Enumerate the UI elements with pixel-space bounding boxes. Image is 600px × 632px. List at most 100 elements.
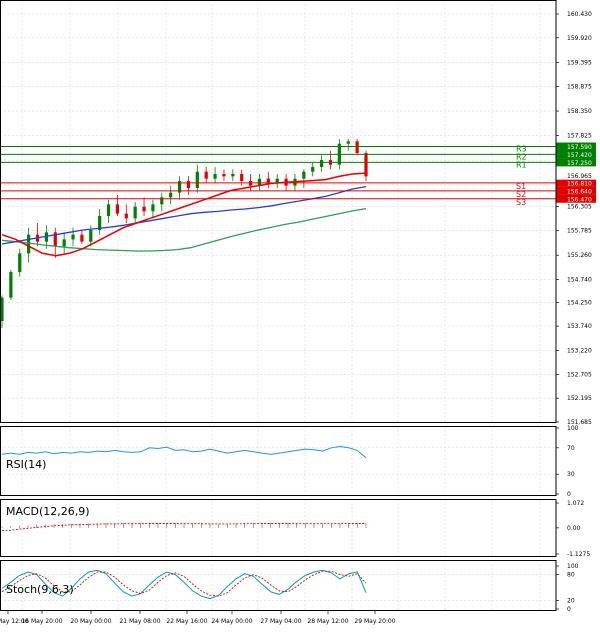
stoch-k-line [1,569,367,600]
macd-panel: MACD(12,26,9) [1,505,367,532]
stoch-d-line [1,570,367,597]
candle-body [80,234,84,242]
level-name-r3: R3 [516,145,527,154]
x-tick-label: 28 May 12:00 [307,618,348,625]
candle-body [320,160,324,168]
x-tick-label: 22 May 16:00 [166,618,207,625]
rsi-line [1,445,367,459]
axes-layer: 160.430 159.920 159.395 158.875 158.350 157.8… [0,11,596,625]
candle-body [311,167,315,172]
x-tick-label: 16 May 12:00 [0,618,29,625]
panel-frames [0,0,557,611]
candle-body [195,171,199,189]
candle-body [302,171,306,179]
y-tick-label: 0 [567,491,571,498]
panel-frame [0,426,557,496]
candle-body [257,178,262,186]
y-tick-label: 80 [567,572,575,579]
y-tick-label: 152.195 [567,395,592,402]
rsi-panel: RSI(14) [1,445,367,471]
candle-body [71,234,75,240]
y-tick-label: 159.920 [567,35,592,42]
grid-layer [0,0,556,611]
panel-frame [0,560,557,611]
level-price-box [556,150,596,159]
panel-frame [0,499,557,557]
level-price-box [556,178,596,187]
current-price-label: 156.965 [567,173,592,180]
level-name-s1: S1 [516,182,526,191]
stoch-panel: Stoch(9,6,3) [1,569,367,600]
y-tick-label: 30 [567,471,575,478]
candle-body [266,178,270,184]
y-tick-label: 100 [567,425,579,432]
y-tick-label: 20 [567,597,575,604]
current-price-box [556,171,596,180]
candle-body [9,272,13,298]
level-price-label: 157.420 [567,152,592,159]
candle-body [124,213,128,219]
level-price-box [556,194,596,203]
x-tick-label: 16 May 20:00 [21,618,62,625]
ma-green-line [1,207,367,252]
x-tick-label: 20 May 00:00 [70,618,111,625]
candle-body [275,178,279,184]
level-price-box [556,142,596,151]
y-tick-label: 70 [567,445,575,452]
y-tick-label: 152.705 [567,371,592,378]
candle-body [62,239,66,247]
level-price-box [556,158,596,167]
y-tick-label: 154.740 [567,276,592,283]
x-tick-label: 21 May 08:00 [119,618,160,625]
level-name-r2: R2 [516,152,527,161]
candle-body [169,192,173,198]
candle-body [346,141,350,144]
y-tick-label: 158.350 [567,108,592,115]
candle-body [177,181,182,193]
ma-red-line [1,172,367,257]
level-name-r1: R1 [516,160,527,169]
candle-body [142,206,146,212]
candle-body [27,234,31,254]
candle-body [18,253,22,273]
candle-body [222,174,226,177]
candle-body [186,181,191,189]
candle-body [364,153,368,177]
rsi-label: RSI(14) [6,458,46,471]
y-tick-label: 155.260 [567,252,592,259]
panel-frame [0,0,557,423]
candle-body [240,174,244,182]
macd-signal-line [1,523,366,532]
candle-body [0,297,4,321]
y-tick-label: -1.1275 [567,551,590,558]
y-tick-label: 156.305 [567,203,592,210]
y-tick-label: 100 [567,563,579,570]
ma-blue-line [1,185,367,245]
y-tick-label: 0 [567,606,571,613]
candle-body [115,204,120,214]
y-tick-label: 153.740 [567,323,592,330]
y-tick-label: 0.00 [567,525,581,532]
y-tick-label: 160.430 [567,11,592,18]
candle-body [133,206,137,219]
level-price-label: 156.470 [567,196,592,203]
candle-body [98,216,102,231]
candle-body [53,232,57,247]
y-tick-label: 151.685 [567,419,592,426]
candle-body [44,232,48,242]
level-price-label: 156.640 [567,188,592,195]
candle-body [151,204,155,212]
candle-body [160,197,164,205]
x-tick-label: 27 May 04:00 [260,618,301,625]
candle-body [213,174,217,179]
y-tick-label: 153.220 [567,347,592,354]
level-price-label: 157.250 [567,160,592,167]
x-tick-label: 24 May 00:00 [211,618,252,625]
y-tick-label: 154.250 [567,299,592,306]
macd-label: MACD(12,26,9) [6,505,90,518]
y-tick-label: 1.072 [567,500,584,507]
candle-body [355,141,359,154]
